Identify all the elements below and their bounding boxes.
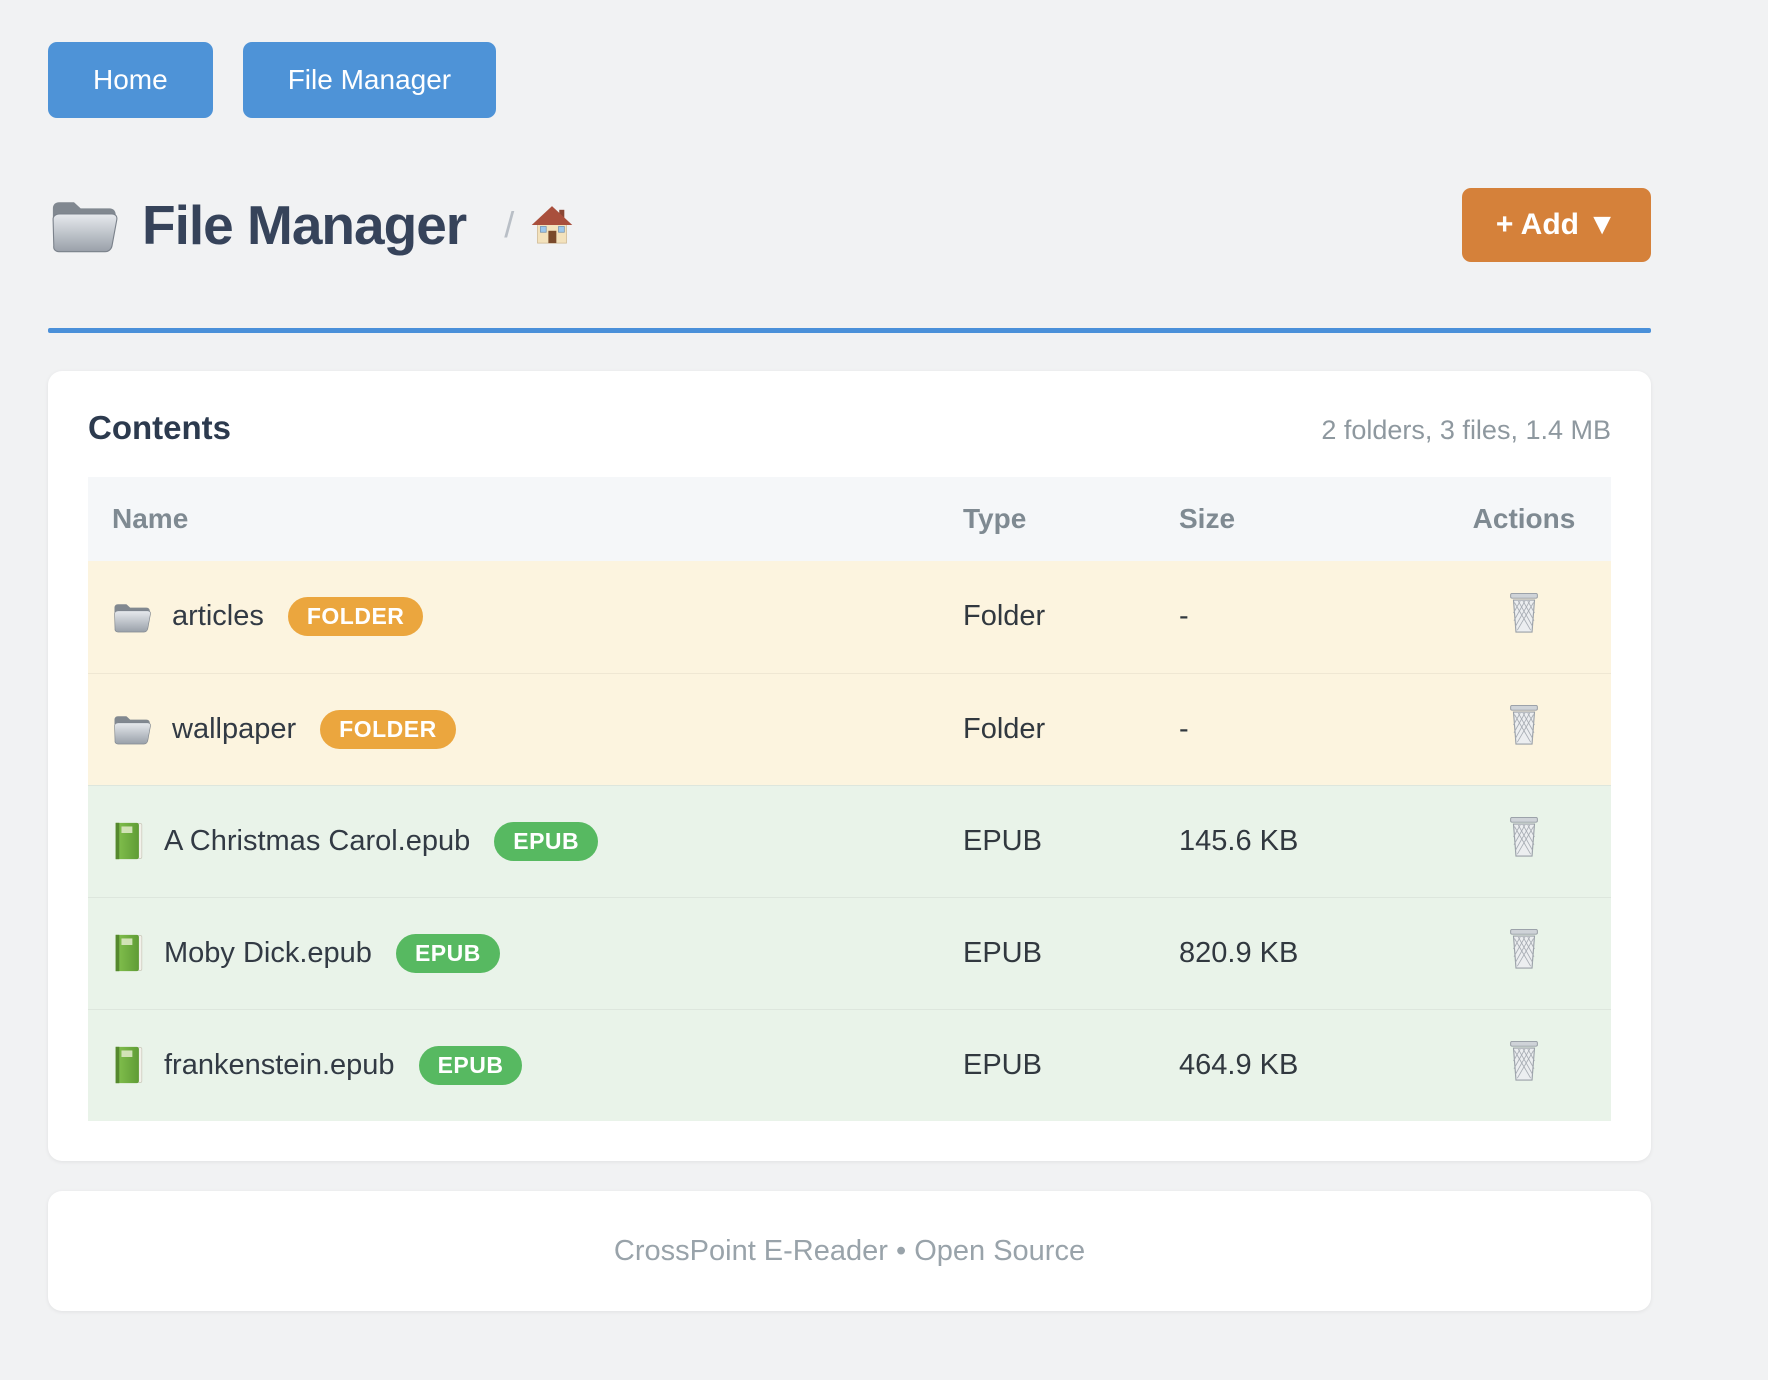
delete-button[interactable] [1507,1040,1541,1082]
add-button[interactable]: + Add ▼ [1461,188,1651,262]
contents-summary: 2 folders, 3 files, 1.4 MB [1321,415,1611,445]
title-wrap: File Manager / [48,193,574,257]
column-header-actions: Actions [1437,477,1611,561]
size-cell: - [1179,672,1437,785]
home-button[interactable]: Home [48,42,213,118]
type-cell: EPUB [963,1008,1179,1121]
breadcrumb-separator: / [504,204,515,245]
type-badge: FOLDER [287,597,424,637]
column-header-type: Type [963,477,1179,561]
table-row: Moby Dick.epub EPUB EPUB 820.9 KB [88,896,1611,1009]
file-manager-button[interactable]: File Manager [242,42,497,118]
type-badge: EPUB [494,821,599,861]
folder-icon [112,712,152,746]
column-header-size: Size [1179,477,1437,561]
file-name[interactable]: Moby Dick.epub [164,936,372,969]
type-badge: EPUB [418,1045,523,1085]
footer-text: CrossPoint E-Reader • Open Source [613,1234,1086,1267]
table-row: frankenstein.epub EPUB EPUB 464.9 KB [88,1008,1611,1121]
delete-button[interactable] [1507,592,1541,634]
page-header: File Manager / + Add ▼ [48,188,1651,262]
book-icon [112,1044,144,1086]
footer: CrossPoint E-Reader • Open Source [48,1191,1651,1311]
table-row: A Christmas Carol.epub EPUB EPUB 145.6 K… [88,784,1611,897]
file-table: Name Type Size Actions articles FOLDER F… [88,477,1611,1121]
delete-button[interactable] [1507,928,1541,970]
size-cell: 820.9 KB [1179,896,1437,1009]
top-navigation: Home File Manager [48,42,1651,118]
book-icon [112,932,144,974]
file-name[interactable]: A Christmas Carol.epub [164,824,471,857]
home-icon[interactable] [530,204,574,246]
file-name[interactable]: wallpaper [172,712,297,745]
delete-button[interactable] [1507,704,1541,746]
type-badge: EPUB [395,933,500,973]
contents-card: Contents 2 folders, 3 files, 1.4 MB Name… [48,371,1651,1161]
table-row: wallpaper FOLDER Folder - [88,672,1611,785]
type-cell: EPUB [963,784,1179,897]
trash-icon [1507,1040,1541,1082]
header-divider [48,328,1651,333]
column-header-name: Name [88,477,963,561]
size-cell: 464.9 KB [1179,1008,1437,1121]
folder-icon [48,195,120,255]
type-badge: FOLDER [320,709,456,749]
file-name[interactable]: frankenstein.epub [164,1048,395,1081]
book-icon [112,820,144,862]
size-cell: 145.6 KB [1179,784,1437,897]
table-row: articles FOLDER Folder - [88,561,1611,673]
page-title: File Manager [142,194,467,256]
type-cell: Folder [963,672,1179,785]
size-cell: - [1179,600,1189,633]
trash-icon [1507,816,1541,858]
contents-card-header: Contents 2 folders, 3 files, 1.4 MB [88,409,1611,447]
file-name[interactable]: articles [172,600,264,633]
table-header-row: Name Type Size Actions [88,477,1611,561]
type-cell: Folder [963,600,1046,633]
trash-icon [1507,928,1541,970]
trash-icon [1507,592,1541,634]
trash-icon [1507,704,1541,746]
contents-title: Contents [88,409,231,446]
folder-icon [112,600,152,634]
delete-button[interactable] [1507,816,1541,858]
type-cell: EPUB [963,896,1179,1009]
